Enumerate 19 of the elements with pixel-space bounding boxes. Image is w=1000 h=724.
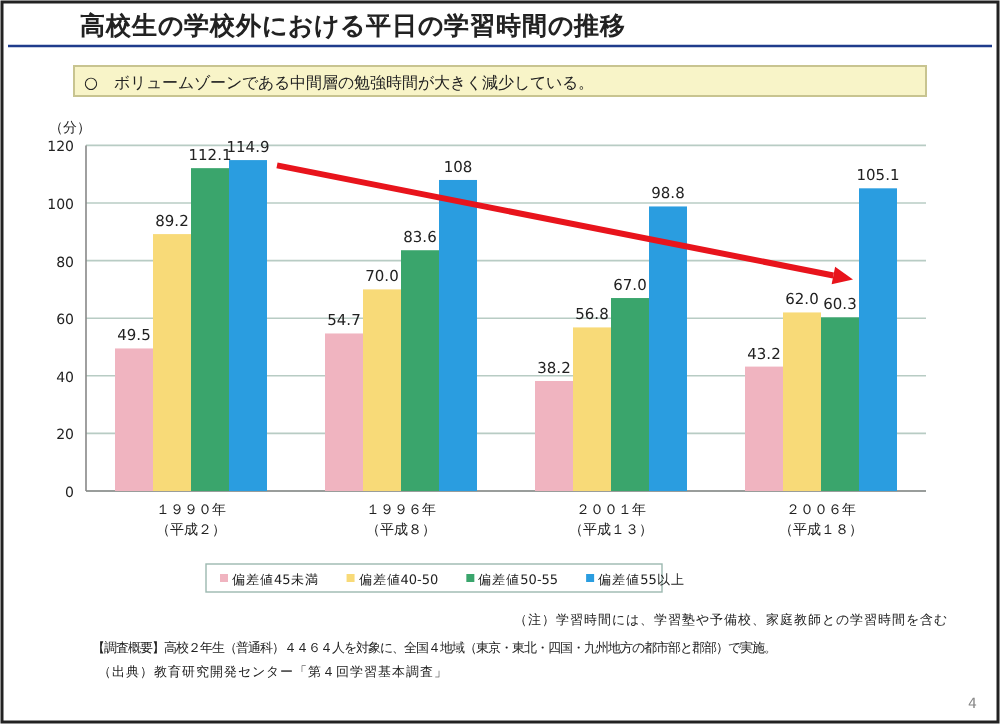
chart-subtitle: ○ ボリュームゾーンである中間層の勉強時間が大きく減少している。 bbox=[84, 74, 594, 92]
bar bbox=[573, 327, 611, 491]
bar bbox=[859, 188, 897, 491]
subtitle-box: ○ ボリュームゾーンである中間層の勉強時間が大きく減少している。 bbox=[73, 65, 927, 97]
bar bbox=[325, 333, 363, 491]
bar bbox=[229, 160, 267, 491]
bar bbox=[439, 179, 477, 491]
bar bbox=[783, 312, 821, 491]
bar bbox=[401, 250, 439, 491]
chart-title: 高校生の学校外における平日の学習時間の推移 bbox=[80, 10, 626, 40]
bar bbox=[153, 234, 191, 491]
bar bbox=[191, 168, 229, 491]
bar bbox=[535, 380, 573, 491]
bar bbox=[611, 298, 649, 491]
bar bbox=[363, 289, 401, 491]
bar bbox=[821, 317, 859, 491]
bar bbox=[115, 348, 153, 491]
bar bbox=[745, 366, 783, 491]
bar bbox=[649, 206, 687, 491]
